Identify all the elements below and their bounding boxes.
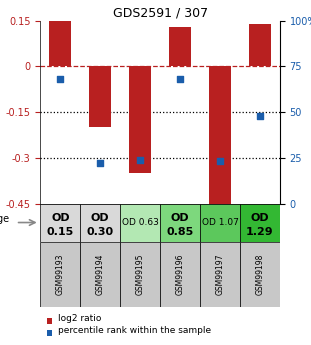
Bar: [249, 24, 271, 66]
Text: OD: OD: [91, 213, 109, 223]
Bar: [160, 204, 200, 241]
Text: OD: OD: [251, 213, 269, 223]
Text: 0.30: 0.30: [87, 227, 114, 237]
Point: [138, 157, 143, 162]
Text: 0.85: 0.85: [166, 227, 194, 237]
Text: 1.29: 1.29: [246, 227, 274, 237]
Bar: [240, 204, 280, 241]
Bar: [120, 204, 160, 241]
Text: GSM99198: GSM99198: [255, 254, 264, 295]
Text: OD 0.63: OD 0.63: [122, 218, 159, 227]
Text: GSM99196: GSM99196: [176, 254, 185, 295]
Bar: [200, 241, 240, 307]
Bar: [40, 241, 80, 307]
Point: [218, 159, 223, 164]
Text: GSM99194: GSM99194: [96, 254, 105, 295]
Text: OD: OD: [51, 213, 70, 223]
Bar: [120, 241, 160, 307]
Point: [58, 77, 63, 82]
Bar: [240, 241, 280, 307]
Text: log2 ratio: log2 ratio: [58, 314, 102, 323]
Bar: [160, 241, 200, 307]
Bar: [40, 204, 80, 241]
Bar: [80, 204, 120, 241]
Bar: [49, 21, 71, 66]
Title: GDS2591 / 307: GDS2591 / 307: [113, 7, 208, 20]
Text: GSM99195: GSM99195: [136, 254, 145, 295]
Bar: [169, 27, 191, 66]
Text: GSM99197: GSM99197: [216, 254, 225, 295]
Text: OD 1.07: OD 1.07: [202, 218, 239, 227]
Text: GSM99193: GSM99193: [56, 254, 65, 295]
Point: [178, 77, 183, 82]
Bar: [200, 204, 240, 241]
Text: age: age: [0, 214, 9, 224]
Bar: [89, 66, 111, 127]
Point: [258, 113, 262, 119]
Text: OD: OD: [171, 213, 189, 223]
Point: [98, 160, 103, 166]
Bar: [80, 241, 120, 307]
Text: 0.15: 0.15: [47, 227, 74, 237]
Text: percentile rank within the sample: percentile rank within the sample: [58, 326, 211, 335]
Bar: [209, 66, 231, 210]
Bar: [129, 66, 151, 173]
